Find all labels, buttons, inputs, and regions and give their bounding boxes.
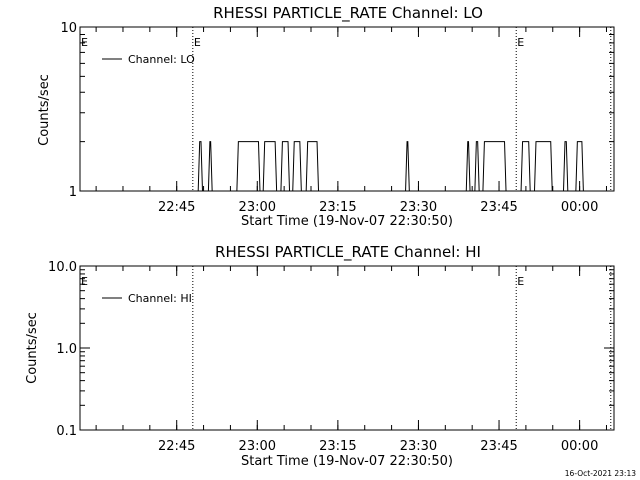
- x-tick-label: 23:45: [480, 439, 517, 454]
- data-spike: [563, 141, 569, 192]
- series-lines: [197, 141, 584, 192]
- chart-title: RHESSI PARTICLE_RATE Channel: LO: [213, 4, 483, 23]
- y-tick-label: 0.1: [56, 424, 77, 439]
- event-markers: EE: [81, 266, 612, 430]
- data-spike: [305, 141, 320, 192]
- legend: Channel: HI: [102, 292, 192, 305]
- x-tick-label: 23:15: [319, 439, 356, 454]
- x-axis-label: Start Time (19-Nov-07 22:30:50): [241, 214, 453, 229]
- x-tick-label: 23:45: [480, 200, 517, 215]
- x-tick-label: 23:00: [239, 200, 276, 215]
- y-tick-label: 10: [60, 21, 77, 36]
- y-ticks: 0.1 1.0 10.0: [48, 260, 614, 439]
- event-marker-label: E: [517, 36, 524, 49]
- x-tick-label: 23:30: [400, 439, 437, 454]
- data-spike: [533, 141, 553, 192]
- legend-entry: Channel: HI: [128, 292, 192, 305]
- data-spike: [292, 141, 302, 192]
- x-tick-label: 23:15: [319, 200, 356, 215]
- y-ticks: 1 10: [60, 21, 614, 200]
- x-axis-label: Start Time (19-Nov-07 22:30:50): [241, 454, 453, 469]
- x-tick-label: 23:30: [400, 200, 437, 215]
- plot-frame: [79, 26, 615, 192]
- data-spike: [262, 141, 278, 192]
- lo-channel-panel: RHESSI PARTICLE_RATE Channel: LO 1 10 22:…: [37, 4, 615, 229]
- y-tick-label: 1: [69, 185, 77, 200]
- x-tick-label: 22:45: [158, 200, 195, 215]
- event-marker-label: E: [194, 36, 201, 49]
- y-tick-label: 1.0: [56, 342, 77, 357]
- data-spike: [207, 141, 213, 192]
- x-ticks: 22:45 23:00 23:15 23:30 23:45 00:00: [95, 27, 607, 215]
- event-marker-label: E: [81, 36, 88, 49]
- y-axis-label: Counts/sec: [37, 74, 52, 146]
- event-marker-label: E: [81, 275, 88, 288]
- legend: Channel: LO: [102, 53, 195, 66]
- legend-entry: Channel: LO: [128, 53, 195, 66]
- data-spike: [280, 141, 291, 192]
- data-spike: [236, 141, 261, 192]
- event-markers: E EE: [81, 27, 612, 191]
- data-spike: [520, 141, 531, 192]
- plot-frame: [79, 265, 615, 431]
- data-spike: [197, 141, 203, 192]
- event-marker-label: E: [517, 275, 524, 288]
- data-spike: [474, 141, 480, 192]
- data-spike: [575, 141, 584, 192]
- data-spike: [465, 141, 471, 192]
- x-ticks: 22:45 23:00 23:15 23:30 23:45 00:00: [95, 266, 607, 454]
- x-tick-label: 00:00: [561, 439, 598, 454]
- generated-timestamp: 16-Oct-2021 23:13: [565, 469, 636, 478]
- y-axis-label: Counts/sec: [25, 312, 40, 384]
- y-tick-label: 10.0: [48, 260, 77, 275]
- x-tick-label: 00:00: [561, 200, 598, 215]
- data-spike: [405, 141, 410, 192]
- hi-channel-panel: RHESSI PARTICLE_RATE Channel: HI 0.1 1.0 1…: [25, 243, 615, 469]
- x-tick-label: 22:45: [158, 439, 195, 454]
- chart-title: RHESSI PARTICLE_RATE Channel: HI: [215, 243, 481, 262]
- data-spike: [482, 141, 507, 192]
- x-tick-label: 23:00: [239, 439, 276, 454]
